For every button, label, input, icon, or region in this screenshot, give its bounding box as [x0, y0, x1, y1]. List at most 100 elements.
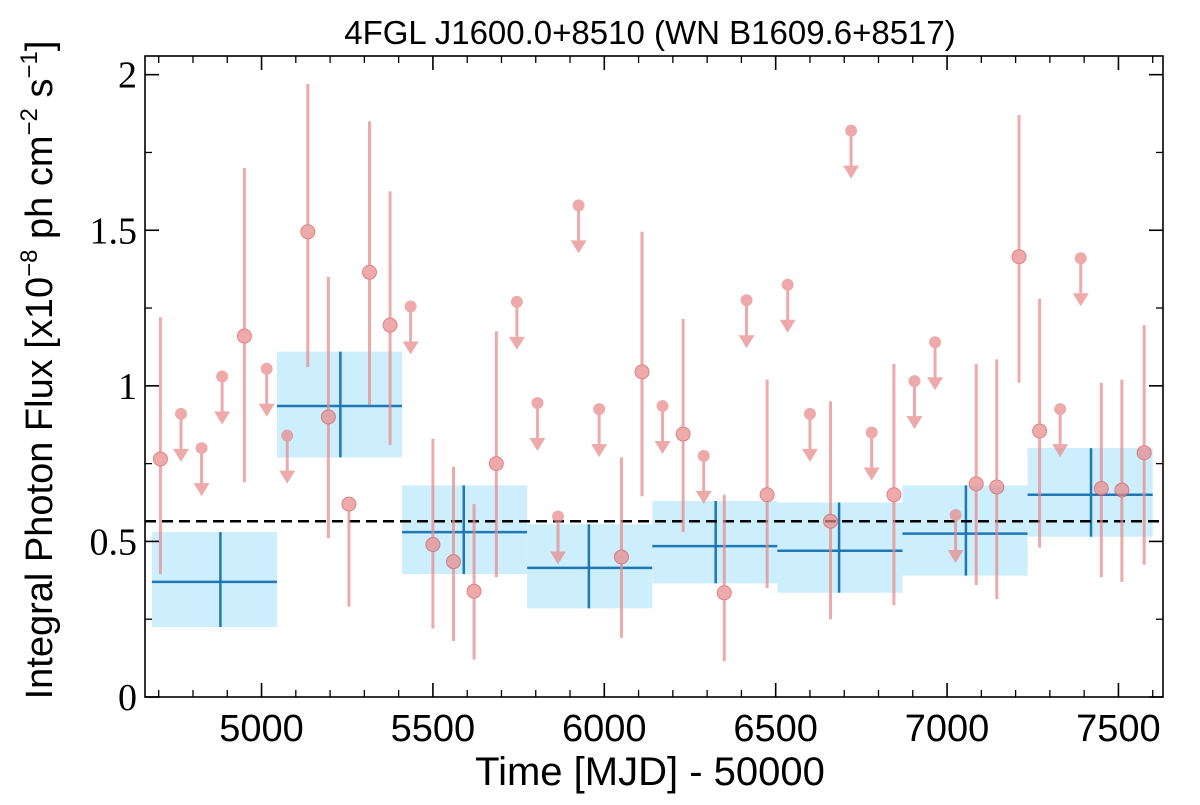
monthly-points-layer [152, 84, 1152, 662]
monthly-point-30 [779, 278, 796, 333]
upper-limit-marker [845, 124, 858, 137]
monthly-point-35 [886, 364, 902, 606]
monthly-point-27 [716, 494, 732, 662]
upper-limit-arrow [695, 490, 712, 504]
monthly-point-45 [1093, 382, 1109, 578]
monthly-point-17 [508, 295, 525, 350]
x-tick-label: 7500 [1076, 708, 1161, 750]
monthly-point-43 [1052, 403, 1069, 458]
monthly-point-23 [634, 231, 650, 497]
point-marker [152, 451, 168, 467]
upper-limit-arrow [172, 448, 189, 462]
y-label-end: ] [19, 41, 61, 52]
monthly-point-44 [1072, 252, 1089, 307]
monthly-point-42 [1032, 298, 1048, 548]
upper-limit-marker [865, 426, 878, 439]
upper-limit-arrow [550, 551, 567, 565]
upper-limit-arrow [801, 448, 818, 462]
x-tick-label: 5500 [391, 708, 476, 750]
monthly-point-7 [300, 84, 316, 368]
upper-limit-marker [697, 449, 710, 462]
upper-limit-marker [908, 375, 921, 388]
monthly-point-31 [801, 407, 818, 462]
upper-limit-arrow [947, 549, 964, 563]
y-tick-label: 0.5 [90, 521, 138, 563]
y-axis-label: Integral Photon Flux [x10−8 ph cm−2 s−1] [16, 41, 61, 700]
monthly-point-29 [759, 379, 775, 589]
point-marker [968, 476, 984, 492]
yearly-bin-6 [902, 485, 1028, 576]
upper-limit-marker [1074, 252, 1087, 265]
monthly-point-15 [466, 504, 482, 660]
upper-limit-marker [949, 508, 962, 521]
monthly-point-13 [425, 438, 441, 629]
y-label-exp1: −8 [16, 250, 43, 277]
upper-limit-arrow [279, 470, 296, 484]
x-tick-label: 6500 [733, 708, 818, 750]
upper-limit-marker [510, 295, 523, 308]
point-marker [1011, 249, 1027, 265]
point-marker [759, 487, 775, 503]
upper-limit-arrow [863, 467, 880, 481]
monthly-point-16 [488, 331, 504, 578]
monthly-point-40 [989, 359, 1005, 599]
point-marker [634, 364, 650, 380]
point-marker [716, 585, 732, 601]
yearly-bin-band [151, 532, 277, 627]
upper-limit-marker [656, 400, 669, 413]
y-tick-label: 2 [118, 55, 137, 97]
yearly-bin-2 [402, 485, 528, 575]
monthly-point-1 [172, 407, 189, 462]
monthly-point-34 [863, 426, 880, 481]
point-marker [886, 487, 902, 503]
y-tick-label: 1 [118, 366, 137, 408]
upper-limit-arrow [508, 336, 525, 350]
upper-limit-arrow [654, 441, 671, 455]
upper-limit-arrow [258, 403, 275, 417]
point-marker [466, 583, 482, 599]
upper-limit-arrow [843, 165, 860, 179]
point-marker [382, 317, 398, 333]
monthly-point-32 [823, 401, 839, 620]
point-marker [341, 496, 357, 512]
yearly-bin-4 [652, 500, 778, 584]
point-marker [1093, 481, 1109, 497]
monthly-point-38 [947, 508, 964, 563]
y-tick-label: 1.5 [90, 210, 138, 252]
point-marker [362, 264, 378, 280]
upper-limit-marker [1054, 403, 1067, 416]
upper-limit-arrow [402, 341, 419, 355]
upper-limit-arrow [570, 240, 587, 254]
monthly-point-39 [968, 364, 984, 585]
upper-limit-arrow [1072, 293, 1089, 307]
upper-limit-arrow [906, 416, 923, 430]
monthly-point-4 [236, 168, 252, 483]
point-marker [488, 456, 504, 472]
x-axis-label: Time [MJD] - 50000 [475, 750, 825, 794]
plot-frame [144, 55, 1164, 698]
y-tick-label: 0 [118, 677, 137, 719]
upper-limit-marker [281, 429, 294, 442]
upper-limit-marker [781, 278, 794, 291]
upper-limit-arrow [591, 444, 608, 458]
monthly-point-9 [341, 496, 357, 607]
point-marker [675, 426, 691, 442]
point-marker [425, 537, 441, 553]
ticks-layer: 5000 5500 6000 6500 7000 7500 0 0.5 1 1.5 2 [90, 55, 1163, 750]
upper-limit-arrow [738, 335, 755, 349]
x-tick-label: 7000 [905, 708, 990, 750]
monthly-point-26 [695, 449, 712, 504]
y-label-mid: ph cm [19, 135, 61, 249]
monthly-point-36 [906, 375, 923, 430]
axes-layer [144, 55, 1164, 698]
monthly-point-8 [320, 276, 336, 539]
monthly-point-11 [382, 191, 398, 445]
monthly-point-10 [362, 121, 378, 405]
upper-limit-marker [216, 370, 229, 383]
upper-limit-arrow [1052, 444, 1069, 458]
upper-limit-marker [552, 510, 565, 523]
upper-limit-arrow [214, 411, 231, 425]
point-marker [989, 479, 1005, 495]
